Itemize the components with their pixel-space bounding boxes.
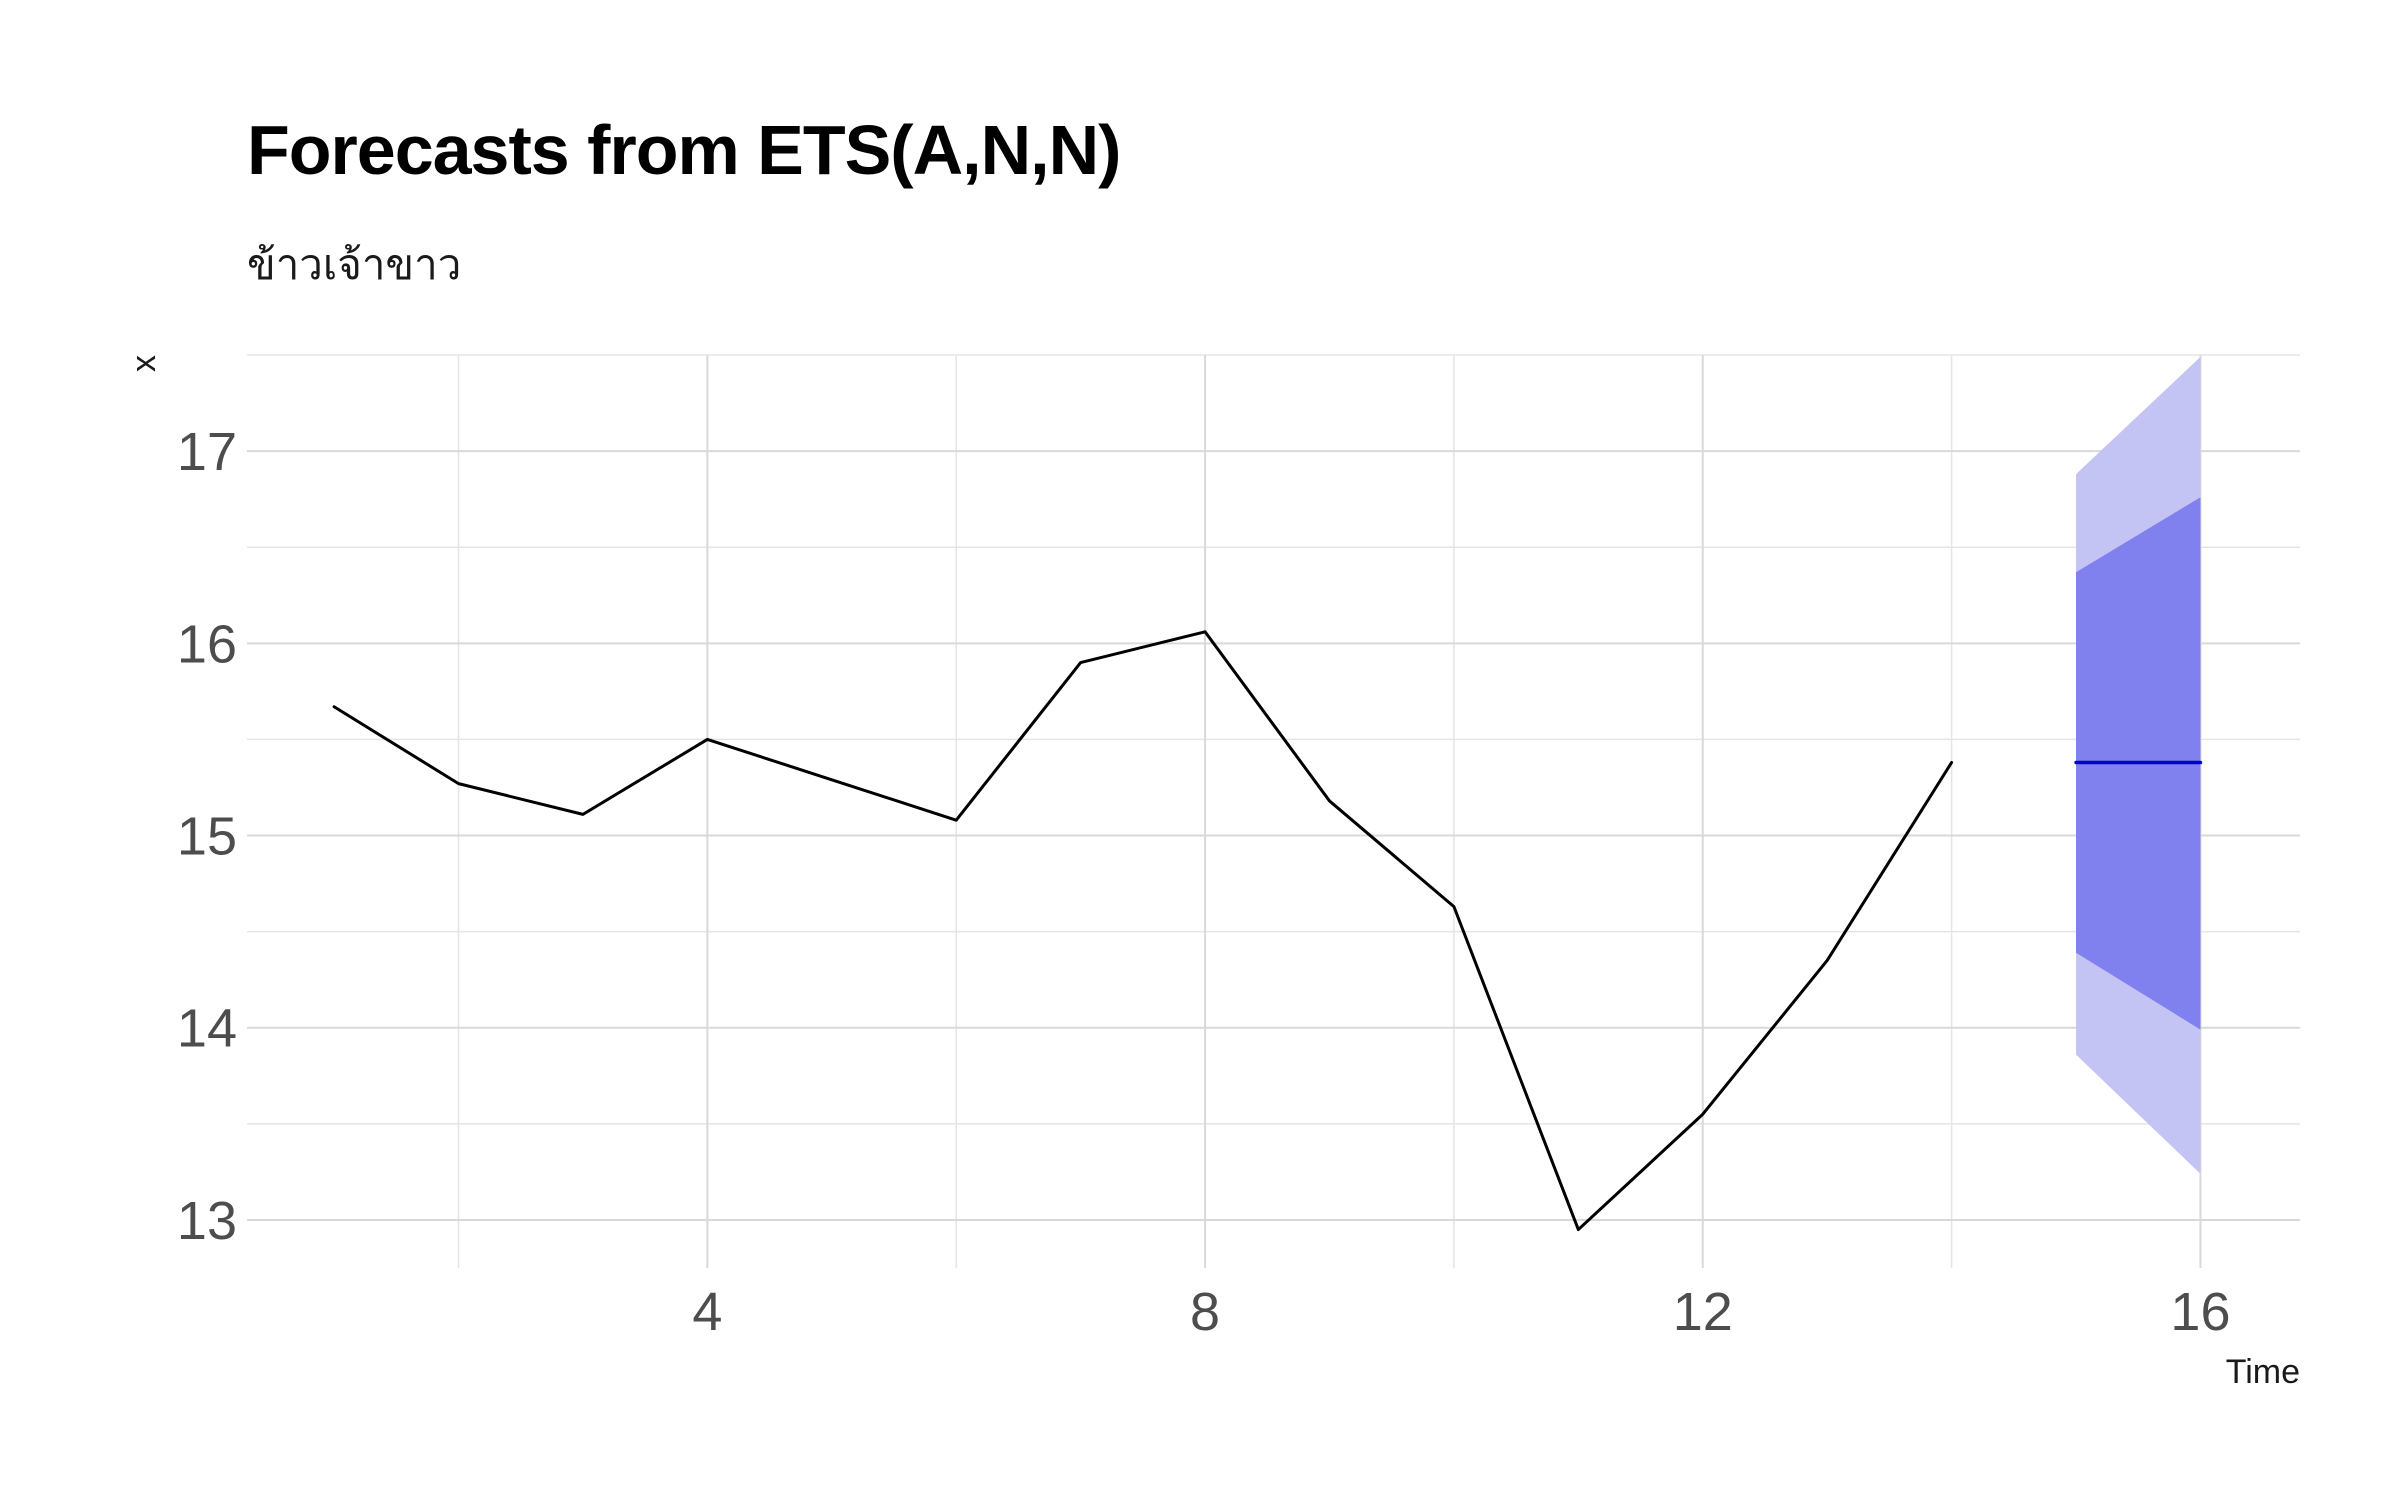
forecast-point [2196, 758, 2204, 766]
y-tick-label: 17 [177, 422, 237, 482]
observed-point [1574, 1226, 1582, 1234]
y-tick-label: 16 [177, 614, 237, 674]
y-tick-label: 13 [177, 1191, 237, 1251]
observed-point [330, 703, 338, 711]
observed-point [1077, 659, 1085, 667]
observed-point [579, 810, 587, 818]
observed-point [1948, 758, 1956, 766]
observed-point [703, 735, 711, 743]
x-tick-label: 16 [2170, 1282, 2230, 1342]
observed-point [1450, 903, 1458, 911]
chart-title: Forecasts from ETS(A,N,N) [247, 111, 1121, 189]
observed-point [828, 776, 836, 784]
observed-point [455, 780, 463, 788]
observed-point [952, 816, 960, 824]
observed-point [1699, 1110, 1707, 1118]
observed-line [332, 630, 1954, 1232]
x-tick-label: 4 [692, 1282, 722, 1342]
x-axis-title: Time [2226, 1353, 2300, 1391]
y-axis-title: x [125, 355, 163, 372]
y-tick-label: 14 [177, 999, 237, 1059]
observed-point [1201, 628, 1209, 636]
y-tick-label: 15 [177, 807, 237, 867]
observed-point [1823, 956, 1831, 964]
observed-point [1325, 797, 1333, 805]
x-tick-label: 8 [1190, 1282, 1220, 1342]
chart-subtitle: ข้าวเจ้าขาว [247, 240, 462, 289]
x-tick-label: 12 [1673, 1282, 1733, 1342]
forecast-point [2072, 758, 2080, 766]
